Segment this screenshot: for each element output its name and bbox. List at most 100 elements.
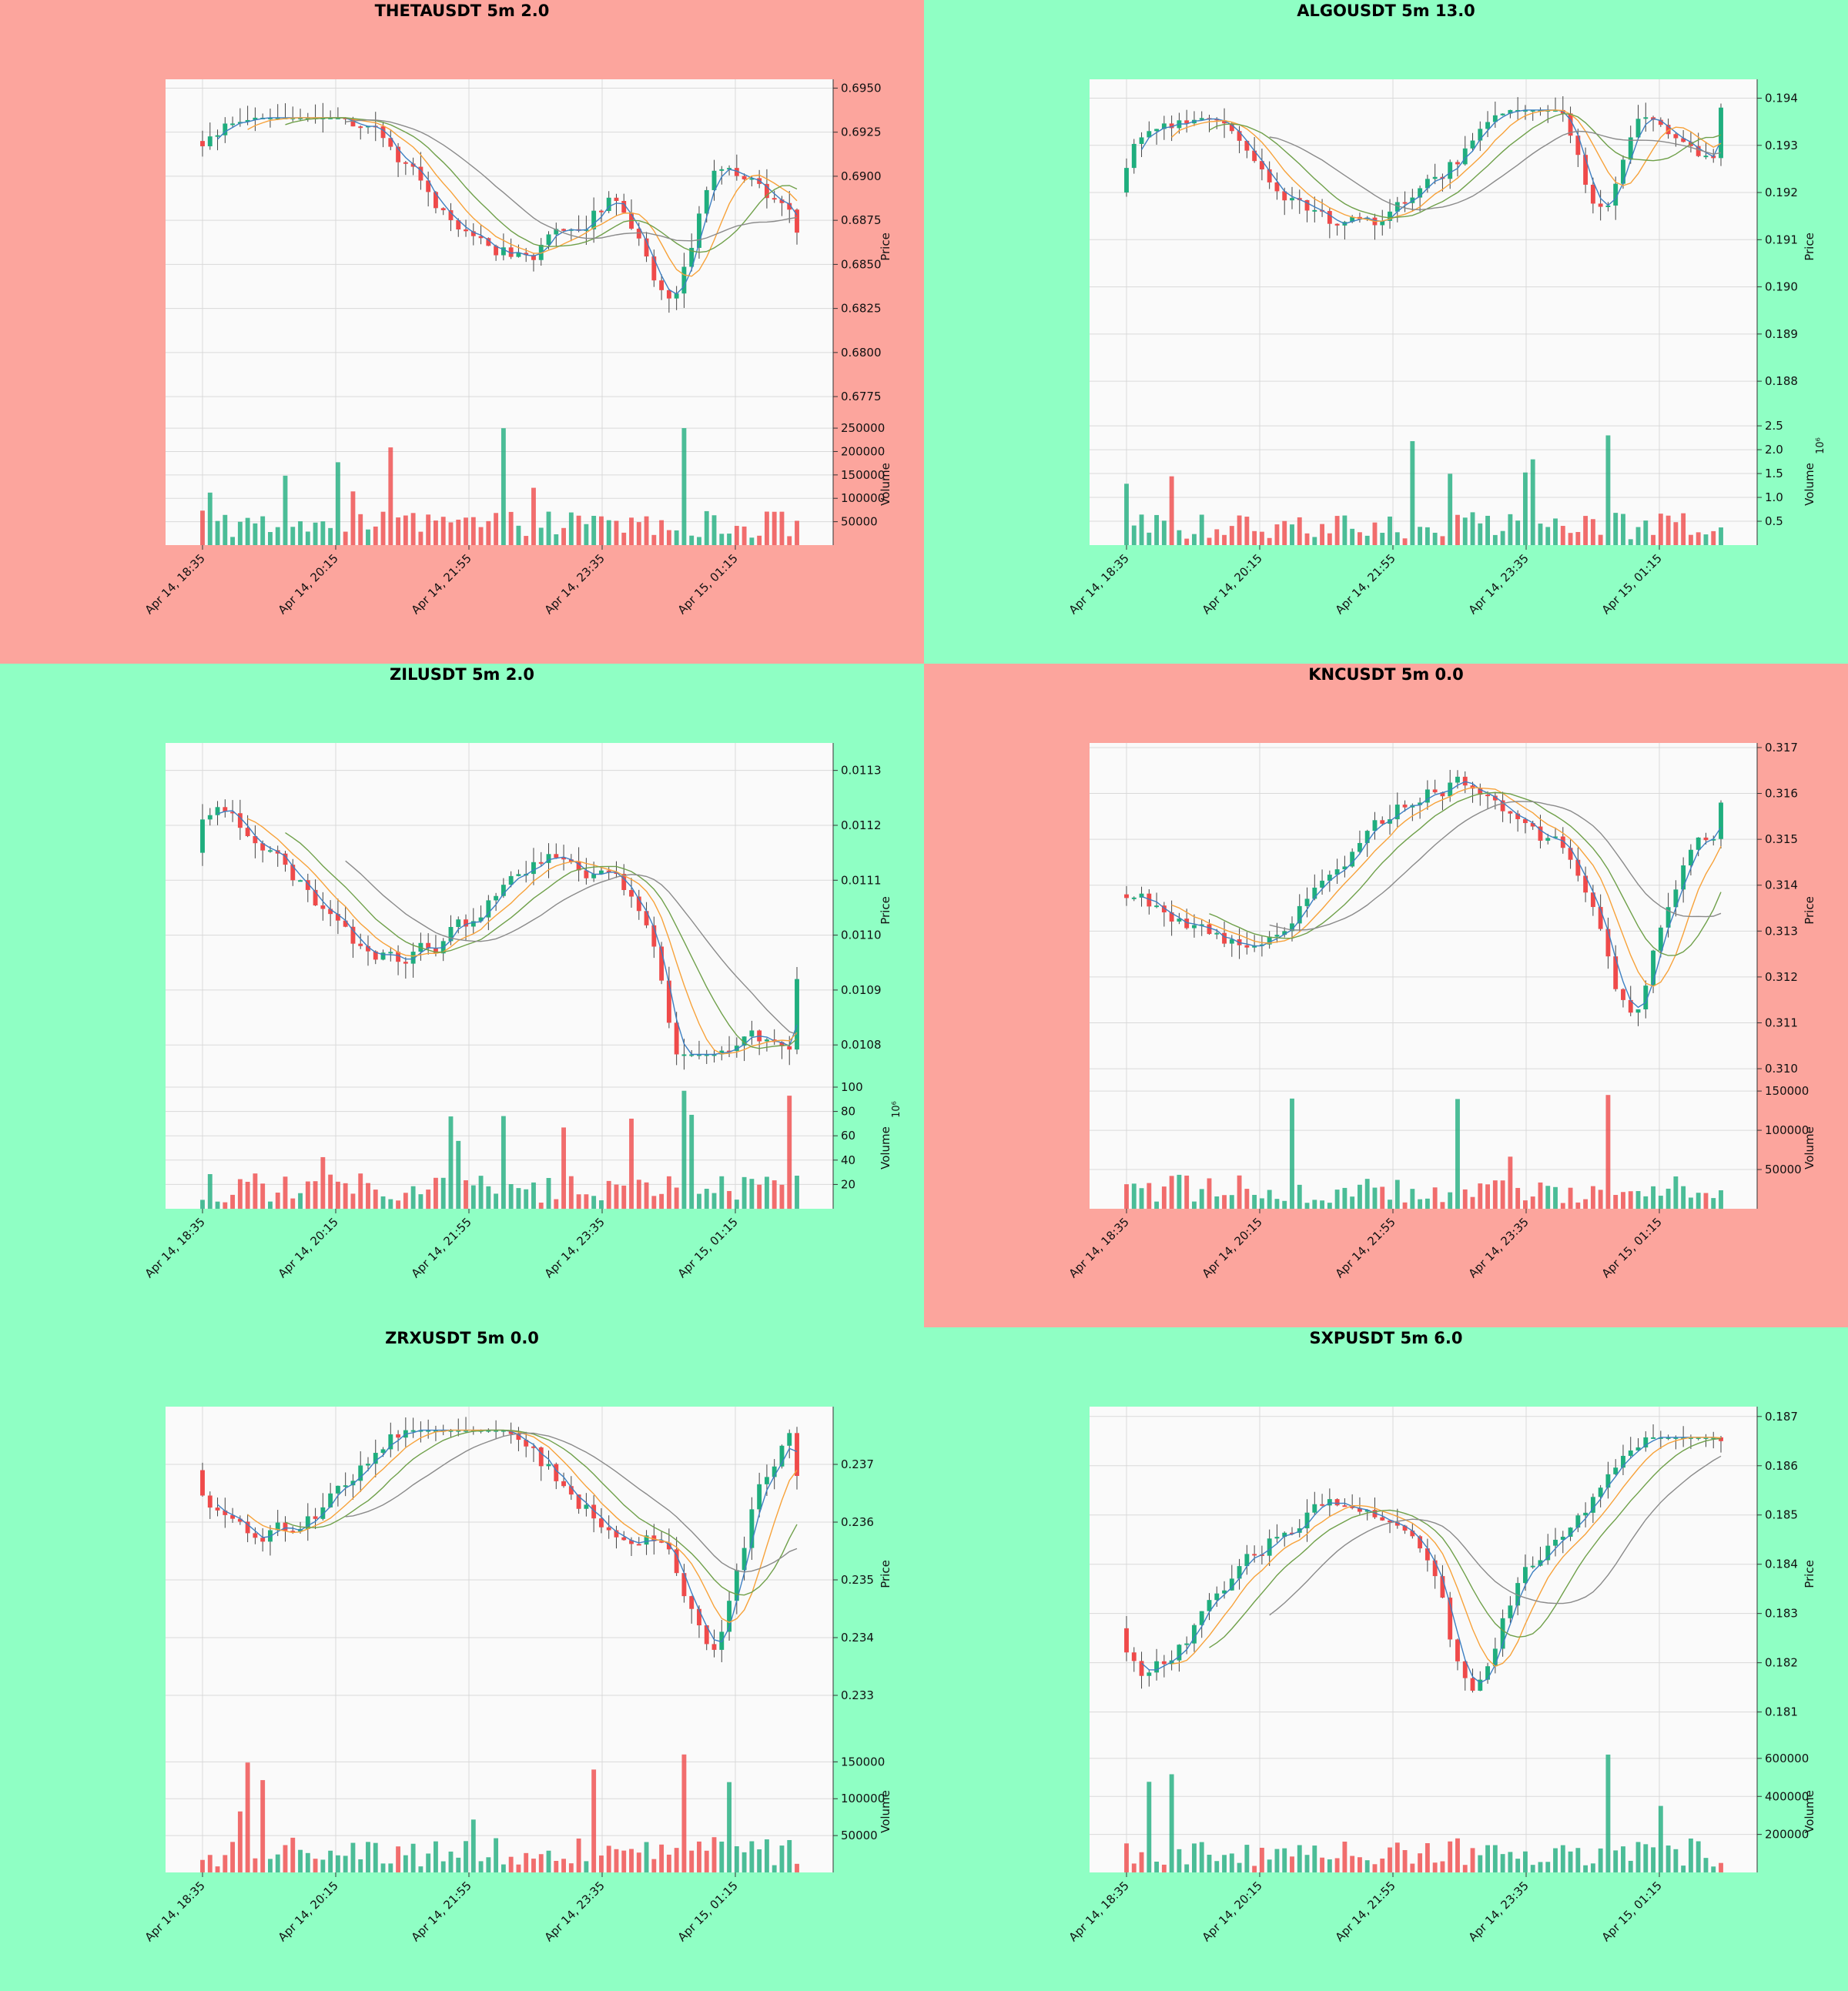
volume-bar [1304, 533, 1310, 545]
candle-body [1282, 1532, 1287, 1538]
volume-bar [1719, 527, 1723, 545]
volume-bar [1259, 531, 1264, 545]
moving-average-line [345, 860, 798, 1036]
volume-tick-label: 0.5 [1765, 514, 1783, 528]
chart-title: ALGOUSDT 5m 13.0 [1297, 2, 1475, 20]
volume-bar [1696, 1193, 1701, 1209]
chart-title: SXPUSDT 5m 6.0 [1309, 1329, 1463, 1347]
candle-body [1553, 109, 1558, 112]
volume-bar [1613, 1195, 1619, 1209]
volume-bar [1666, 1188, 1671, 1209]
volume-bar [1719, 1190, 1723, 1209]
chart-svg: Apr 14, 18:35 Apr 14, 20:15 Apr 14, 21:55 A… [1066, 1407, 1816, 1944]
x-tick-label: Apr 14, 21:55 [409, 1879, 474, 1944]
volume-bar [1290, 524, 1294, 545]
candle-body [659, 946, 665, 981]
candle-body [1470, 140, 1475, 149]
candle-body [1372, 1510, 1378, 1518]
volume-bar [546, 511, 551, 545]
candle-body [305, 1516, 310, 1529]
volume-bar [636, 1180, 641, 1209]
candle-body [1199, 118, 1204, 120]
candle-body [1485, 795, 1490, 797]
candle-body [1418, 802, 1423, 805]
candle-body [464, 229, 468, 232]
volume-bar [1237, 515, 1242, 545]
volume-bar [1485, 1845, 1490, 1872]
volume-bar [350, 1842, 356, 1872]
candle-body [1485, 1666, 1490, 1680]
volume-bar [1252, 1194, 1257, 1209]
volume-bar [275, 1854, 280, 1872]
candle-body [470, 921, 476, 927]
volume-bar [1192, 1201, 1197, 1209]
candle-body [508, 1430, 514, 1434]
volume-bar [1139, 1852, 1144, 1872]
x-tick-label: Apr 14, 23:35 [542, 551, 608, 617]
volume-bar [1327, 1203, 1332, 1209]
x-tick-label: Apr 14, 20:15 [1200, 1879, 1265, 1944]
price-tick-label: 0.0111 [841, 873, 882, 887]
candle-body [1500, 113, 1505, 115]
candle-body [1462, 1661, 1468, 1678]
candle-body [1703, 156, 1709, 158]
volume-bar [1613, 513, 1619, 545]
candle-body [1568, 848, 1573, 860]
candle-body [1613, 1467, 1619, 1474]
price-tick-label: 0.191 [1765, 233, 1798, 246]
volume-bar [1440, 1861, 1445, 1872]
volume-bar [614, 1849, 619, 1872]
volume-bar [1703, 534, 1709, 545]
volume-bar [1147, 532, 1152, 545]
candle-body [350, 1481, 356, 1486]
volume-bar [1304, 1855, 1310, 1872]
volume-bar [260, 1780, 266, 1872]
chart-panel-algousdt: Apr 14, 18:35 Apr 14, 20:15 Apr 14, 21:55 A… [924, 0, 1848, 664]
price-tick-label: 0.312 [1765, 970, 1798, 984]
candle-body [704, 1625, 709, 1645]
volume-bar [207, 492, 213, 545]
volume-bar [1394, 1180, 1400, 1209]
candle-body [1440, 792, 1445, 797]
volume-bar [1635, 1842, 1641, 1872]
candle-body [772, 1466, 777, 1477]
candle-body [200, 141, 205, 146]
volume-bar [1711, 1866, 1716, 1872]
candle-body [1192, 1625, 1197, 1644]
candle-body [366, 945, 370, 952]
volume-bar [1161, 1864, 1167, 1872]
volume-bar [554, 534, 559, 545]
volume-bar [403, 515, 408, 545]
volume-bar [1719, 1862, 1723, 1872]
volume-bar [396, 517, 401, 545]
candle-body [380, 1449, 386, 1454]
volume-bar [1327, 533, 1332, 545]
candle-body [207, 815, 213, 820]
moving-average-line [1171, 786, 1722, 987]
chart-svg: Apr 14, 18:35 Apr 14, 20:15 Apr 14, 21:55 A… [1066, 79, 1826, 617]
candle-body [621, 1537, 627, 1541]
candle-body [787, 1433, 792, 1446]
volume-bar [1334, 516, 1340, 545]
volume-bar [1522, 472, 1528, 545]
candle-body [546, 1464, 551, 1467]
volume-bar [237, 521, 243, 545]
chart-panel-kncusdt: Apr 14, 18:35 Apr 14, 20:15 Apr 14, 21:55 A… [924, 664, 1848, 1327]
candle-body [1485, 122, 1490, 129]
volume-bar [554, 1199, 559, 1209]
candle-body [1282, 931, 1287, 935]
volume-bar [606, 1845, 611, 1872]
candle-body [584, 870, 589, 878]
volume-bar [689, 1850, 695, 1872]
volume-bar [787, 1096, 792, 1209]
volume-bar [659, 1844, 665, 1872]
price-tick-label: 0.186 [1765, 1459, 1798, 1473]
volume-bar [1184, 538, 1190, 545]
candle-body [410, 1430, 416, 1432]
candle-body [734, 1046, 739, 1052]
volume-bar [591, 1769, 597, 1872]
volume-bar [1448, 473, 1453, 545]
volume-bar [464, 1180, 468, 1209]
candle-body [524, 1440, 529, 1447]
volume-axis-label: Volume [1803, 1126, 1816, 1170]
